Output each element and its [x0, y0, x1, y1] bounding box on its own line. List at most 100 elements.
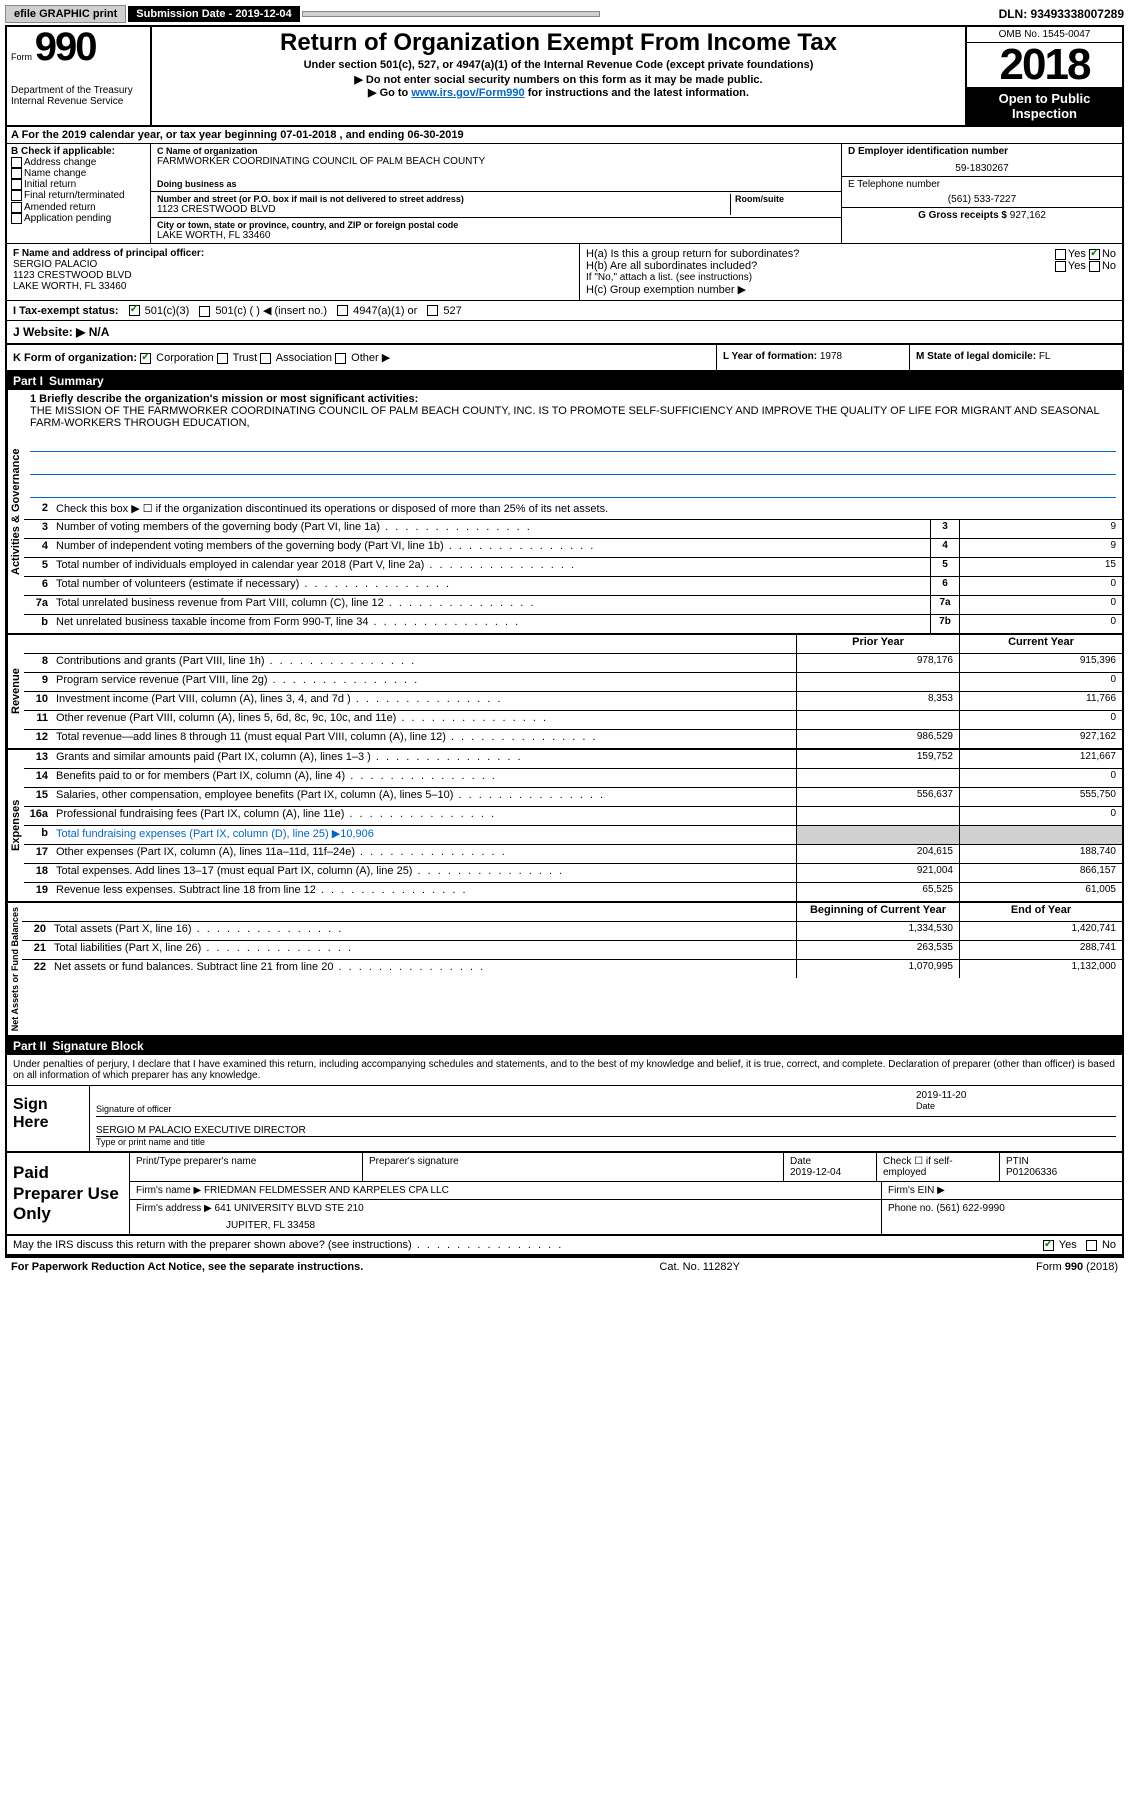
ha-row: H(a) Is this a group return for subordin…: [586, 248, 1116, 260]
line-20: 20Total assets (Part X, line 16)1,334,53…: [22, 922, 1122, 941]
line-22: 22Net assets or fund balances. Subtract …: [22, 960, 1122, 978]
room-label: Room/suite: [735, 194, 835, 204]
addr-cell: Number and street (or P.O. box if mail i…: [151, 192, 841, 218]
page-footer: For Paperwork Reduction Act Notice, see …: [5, 1258, 1124, 1276]
k-assoc[interactable]: Association: [260, 352, 332, 364]
note-link: ▶ Go to www.irs.gov/Form990 for instruct…: [158, 86, 959, 99]
discuss-yesno[interactable]: Yes No: [1043, 1239, 1116, 1251]
current-year-head: Current Year: [959, 635, 1122, 653]
prep-name-head: Print/Type preparer's name: [130, 1153, 363, 1181]
rev-label: Revenue: [7, 635, 24, 748]
irs-link[interactable]: www.irs.gov/Form990: [411, 87, 524, 99]
line-11: 11Other revenue (Part VIII, column (A), …: [24, 711, 1122, 730]
addr-label: Number and street (or P.O. box if mail i…: [157, 194, 730, 204]
check-pending[interactable]: Application pending: [11, 213, 146, 224]
website-row: J Website: ▶ N/A: [7, 321, 1122, 345]
firm-addr1: 641 UNIVERSITY BLVD STE 210: [215, 1203, 364, 1214]
org-name-label: C Name of organization: [157, 146, 835, 156]
mission-box: 1 Briefly describe the organization's mi…: [24, 390, 1122, 501]
check-address[interactable]: Address change: [11, 157, 146, 168]
dln-label: DLN: 93493338007289: [999, 7, 1124, 21]
check-initial[interactable]: Initial return: [11, 179, 146, 190]
officer-signed-name: SERGIO M PALACIO EXECUTIVE DIRECTOR: [96, 1125, 1116, 1136]
phone-label: Phone no.: [888, 1203, 934, 1214]
gov-line-5: 5Total number of individuals employed in…: [24, 558, 1122, 577]
hc-row: H(c) Group exemption number ▶: [586, 283, 1116, 296]
tax-status-row: I Tax-exempt status: 501(c)(3) 501(c) ( …: [7, 301, 1122, 321]
part1-header: Part I Summary: [7, 372, 1122, 390]
k-other[interactable]: Other ▶: [335, 352, 390, 364]
box-b: B Check if applicable: Address change Na…: [7, 144, 151, 243]
firm-addr2: JUPITER, FL 33458: [226, 1220, 875, 1231]
year-block: OMB No. 1545-0047 2018 Open to Public In…: [965, 27, 1122, 125]
submission-date: Submission Date - 2019-12-04: [128, 6, 299, 22]
blank-button[interactable]: [302, 11, 600, 17]
line-15: 15Salaries, other compensation, employee…: [24, 788, 1122, 807]
prep-row2: Firm's name ▶ FRIEDMAN FELDMESSER AND KA…: [130, 1182, 1122, 1200]
prep-self-emp[interactable]: Check ☐ if self-employed: [877, 1153, 1000, 1181]
exp-label: Expenses: [7, 750, 24, 901]
form-org: K Form of organization: Corporation Trus…: [7, 345, 716, 370]
opt-501c3[interactable]: 501(c)(3): [129, 305, 190, 317]
tax-label: I Tax-exempt status:: [13, 305, 119, 317]
gross-value: 927,162: [1010, 210, 1046, 221]
k-trust[interactable]: Trust: [217, 352, 258, 364]
sig-caption: Signature of officer: [96, 1104, 916, 1114]
opt-501c[interactable]: 501(c) ( ) ◀ (insert no.): [199, 304, 327, 317]
part2-header: Part II Signature Block: [7, 1037, 1122, 1055]
check-final[interactable]: Final return/terminated: [11, 190, 146, 201]
mission-label: 1 Briefly describe the organization's mi…: [30, 393, 1116, 405]
org-name-value: FARMWORKER COORDINATING COUNCIL OF PALM …: [157, 156, 835, 167]
section-revenue: Revenue Prior Year Current Year 8Contrib…: [7, 635, 1122, 750]
check-name[interactable]: Name change: [11, 168, 146, 179]
k-row: K Form of organization: Corporation Trus…: [7, 345, 1122, 372]
sign-here-label: Sign Here: [7, 1086, 90, 1151]
opt-4947[interactable]: 4947(a)(1) or: [337, 305, 417, 317]
dept-irs: Internal Revenue Service: [11, 96, 146, 107]
prep-row3: Firm's address ▶ 641 UNIVERSITY BLVD STE…: [130, 1200, 1122, 1234]
department-block: Department of the Treasury Internal Reve…: [11, 85, 146, 107]
org-name-cell: C Name of organization FARMWORKER COORDI…: [151, 144, 841, 192]
form-number-block: Form 990 Department of the Treasury Inte…: [7, 27, 152, 125]
discuss-text: May the IRS discuss this return with the…: [13, 1239, 563, 1251]
line-17: 17Other expenses (Part IX, column (A), l…: [24, 845, 1122, 864]
rev-header: Prior Year Current Year: [24, 635, 1122, 654]
eoy-head: End of Year: [959, 903, 1122, 921]
ptin-cell: PTINP01206336: [1000, 1153, 1122, 1181]
gov-line-b: bNet unrelated business taxable income f…: [24, 615, 1122, 633]
boy-head: Beginning of Current Year: [796, 903, 959, 921]
line-9: 9Program service revenue (Part VIII, lin…: [24, 673, 1122, 692]
part2-title: Signature Block: [52, 1039, 143, 1053]
line-21: 21Total liabilities (Part X, line 26)263…: [22, 941, 1122, 960]
box-d: D Employer identification number 59-1830…: [841, 144, 1122, 243]
form-990-number: 990: [35, 25, 96, 69]
header-row: Form 990 Department of the Treasury Inte…: [7, 27, 1122, 127]
hb-note: If "No," attach a list. (see instruction…: [586, 272, 1116, 283]
firm-label: Firm's name ▶: [136, 1185, 201, 1196]
inspection-badge: Open to Public Inspection: [967, 87, 1122, 125]
sign-row2: SERGIO M PALACIO EXECUTIVE DIRECTOR Type…: [96, 1125, 1116, 1147]
cat-no: Cat. No. 11282Y: [659, 1261, 740, 1273]
name-caption: Type or print name and title: [96, 1136, 1116, 1147]
section-expenses: Expenses 13Grants and similar amounts pa…: [7, 750, 1122, 903]
check-amended[interactable]: Amended return: [11, 202, 146, 213]
website-value: N/A: [89, 325, 110, 339]
gov-line-6: 6Total number of volunteers (estimate if…: [24, 577, 1122, 596]
line-13: 13Grants and similar amounts paid (Part …: [24, 750, 1122, 769]
note-ssn: ▶ Do not enter social security numbers o…: [158, 73, 959, 86]
line-12: 12Total revenue—add lines 8 through 11 (…: [24, 730, 1122, 748]
addr-value: 1123 CRESTWOOD BLVD: [157, 204, 730, 215]
gov-line-4: 4Number of independent voting members of…: [24, 539, 1122, 558]
prep-sig-head: Preparer's signature: [363, 1153, 784, 1181]
row-a: A For the 2019 calendar year, or tax yea…: [7, 127, 1122, 144]
part1-title: Summary: [49, 374, 104, 388]
dept-treasury: Department of the Treasury: [11, 85, 146, 96]
line-b: bTotal fundraising expenses (Part IX, co…: [24, 826, 1122, 845]
mission-text: THE MISSION OF THE FARMWORKER COORDINATI…: [30, 405, 1116, 429]
opt-527[interactable]: 527: [427, 305, 461, 317]
note-prefix: ▶ Go to: [368, 87, 411, 99]
preparer-label: Paid Preparer Use Only: [7, 1153, 130, 1234]
k-corp[interactable]: Corporation: [140, 352, 214, 364]
part2-label: Part II: [13, 1039, 52, 1053]
efile-button[interactable]: efile GRAPHIC print: [5, 5, 126, 23]
